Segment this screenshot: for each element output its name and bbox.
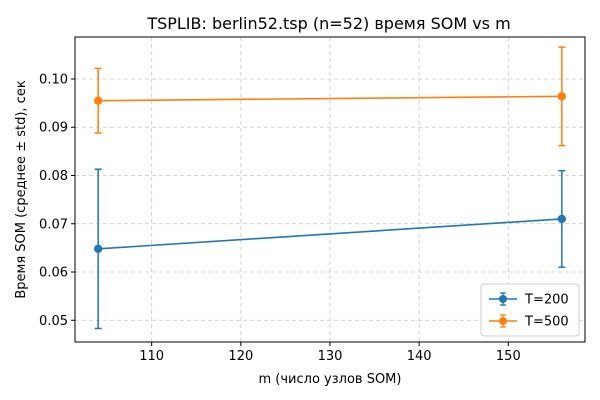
data-point [557,92,567,101]
x-tick-label: 140 [407,349,432,364]
chart-title: TSPLIB: berlin52.tsp (n=52) время SOM vs… [146,14,510,33]
legend-marker [499,317,507,325]
series-line [98,218,562,250]
legend-label: T=500 [524,315,569,330]
y-tick-label: 0.07 [39,217,68,232]
y-axis-label: Время SOM (среднее ± std), сек [14,80,29,298]
legend-label: T=200 [524,293,569,308]
legend-marker [499,295,507,303]
data-point [557,214,567,224]
x-tick-label: 130 [318,349,343,364]
y-tick-label: 0.08 [39,169,68,184]
tick-layer: 110 120 130 140 150 0.05 0.06 0.07 0.08 0.09 0.10 [39,72,521,364]
data-point [93,96,103,105]
data-point [93,244,103,254]
y-tick-label: 0.06 [39,266,68,281]
x-tick-label: 150 [496,349,521,364]
series-line [98,95,562,102]
series-T=500 [93,46,567,147]
legend: T=200 T=500 [480,283,580,337]
y-tick-label: 0.09 [39,121,68,136]
y-tick-label: 0.10 [39,72,68,87]
x-axis-label: m (число узлов SOM) [259,372,402,387]
series-layer [93,46,567,330]
series-T=200 [93,168,567,330]
y-tick-label: 0.05 [39,314,68,329]
x-tick-label: 110 [139,349,164,364]
x-tick-label: 120 [228,349,253,364]
